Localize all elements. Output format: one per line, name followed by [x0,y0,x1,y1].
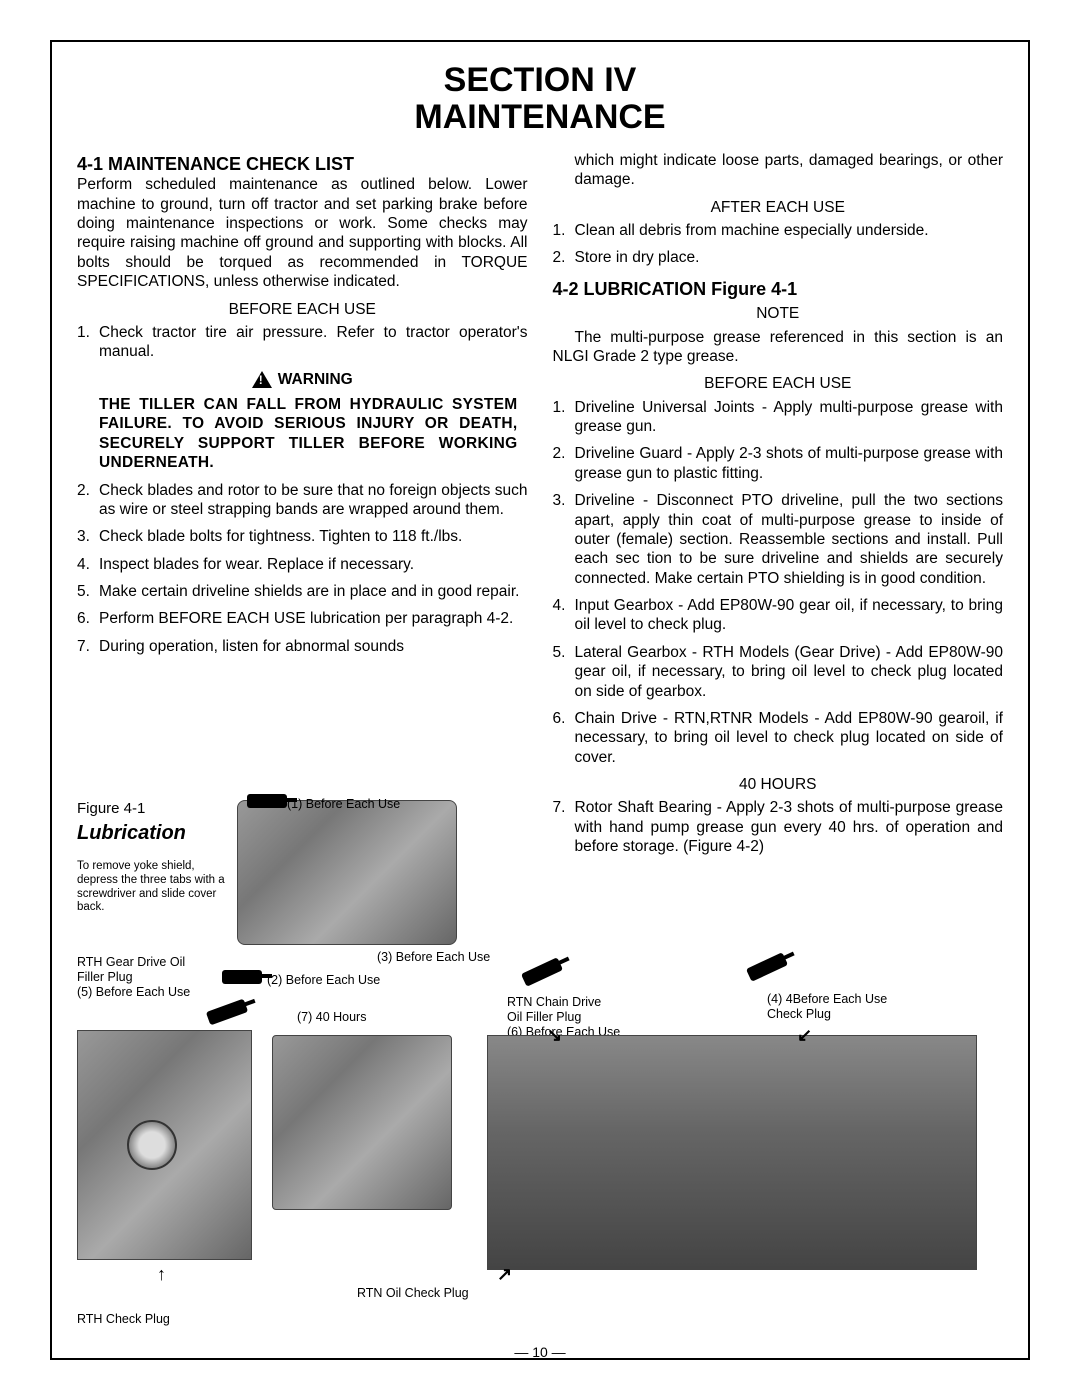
before-list-left-cont: 2.Check blades and rotor to be sure that… [77,481,528,657]
rth-check-plug-label: RTH Check Plug [77,1312,170,1326]
intro-paragraph: Perform scheduled maintenance as outline… [77,175,528,291]
after-each-use-label: AFTER EACH USE [553,198,1004,217]
bush-hog-logo-icon [127,1120,177,1170]
callout-1: (1) Before Each Use [287,797,400,811]
page-number: — 10 — [52,1344,1028,1360]
warning-heading: WARNING [77,370,528,389]
list-item: 1.Check tractor tire air pressure. Refer… [77,323,528,362]
list-item: 4.Inspect blades for wear. Replace if ne… [77,555,528,574]
warning-label: WARNING [278,370,353,389]
heading-4-2: 4-2 LUBRICATION Figure 4-1 [553,278,1004,301]
title-line-1: SECTION IV [77,62,1003,99]
grease-gun-icon [222,970,262,984]
figure-label: Figure 4-1 [77,800,145,817]
list-item: 1.Clean all debris from machine especial… [553,221,1004,240]
list-item: 3.Driveline - Disconnect PTO driveline, … [553,491,1004,588]
right-column: which might indicate loose parts, damage… [553,151,1004,865]
grease-gun-icon [746,952,788,982]
list-item: 1.Driveline Universal Joints - Apply mul… [553,398,1004,437]
list-item: 4.Input Gearbox - Add EP80W-90 gear oil,… [553,596,1004,635]
list-item: 6.Perform BEFORE EACH USE lubrication pe… [77,609,528,628]
callout-4: (4) 4Before Each Use Check Plug [767,992,917,1022]
list-item: 5.Make certain driveline shields are in … [77,582,528,601]
driveline-photo [237,800,457,945]
lubrication-before-list: 1.Driveline Universal Joints - Apply mul… [553,398,1004,767]
list-item: 3.Check blade bolts for tightness. Tight… [77,527,528,546]
note-text: The multi-purpose grease referenced in t… [553,328,1004,367]
note-label: NOTE [553,304,1004,323]
before-list-left: 1.Check tractor tire air pressure. Refer… [77,323,528,362]
list-item: 6.Chain Drive - RTN,RTNR Models - Add EP… [553,709,1004,767]
rotor-bearing-photo [272,1035,452,1210]
40-hours-label: 40 HOURS [553,775,1004,794]
grease-gun-icon [521,957,563,987]
callout-6: RTN Chain Drive Oil Filler Plug (6) Befo… [507,995,627,1040]
callout-2: (2) Before Each Use [267,973,380,987]
figure-title: Lubrication [77,822,186,845]
left-column: 4-1 MAINTENANCE CHECK LIST Perform sched… [77,151,528,865]
list-item: 2.Store in dry place. [553,248,1004,267]
yoke-shield-note: To remove yoke shield, depress the three… [77,860,227,915]
list-item: 2.Driveline Guard - Apply 2-3 shots of m… [553,444,1004,483]
two-column-layout: 4-1 MAINTENANCE CHECK LIST Perform sched… [77,151,1003,865]
warning-text: THE TILLER CAN FALL FROM HYDRAULIC SYSTE… [77,395,528,473]
continuation-text: which might indicate loose parts, damage… [553,151,1004,190]
heading-4-1: 4-1 MAINTENANCE CHECK LIST [77,153,528,176]
section-title: SECTION IV MAINTENANCE [77,62,1003,137]
after-list: 1.Clean all debris from machine especial… [553,221,1004,268]
callout-5: RTH Gear Drive Oil Filler Plug (5) Befor… [77,955,217,1000]
page-frame: SECTION IV MAINTENANCE 4-1 MAINTENANCE C… [50,40,1030,1360]
tiller-machine-photo [487,1035,977,1270]
before-each-use-label: BEFORE EACH USE [77,300,528,319]
callout-3: (3) Before Each Use [377,950,490,964]
callout-7: (7) 40 Hours [297,1010,366,1024]
grease-gun-icon [247,794,287,808]
warning-triangle-icon [252,371,272,388]
title-line-2: MAINTENANCE [77,99,1003,136]
grease-gun-icon [206,999,248,1026]
list-item: 7.During operation, listen for abnormal … [77,637,528,656]
rtn-check-plug-label: RTN Oil Check Plug [357,1286,469,1300]
before-each-use-label-2: BEFORE EACH USE [553,374,1004,393]
list-item: 5.Lateral Gearbox - RTH Models (Gear Dri… [553,643,1004,701]
figure-4-1-area: Figure 4-1 Lubrication To remove yoke sh… [77,800,1003,1340]
list-item: 2.Check blades and rotor to be sure that… [77,481,528,520]
